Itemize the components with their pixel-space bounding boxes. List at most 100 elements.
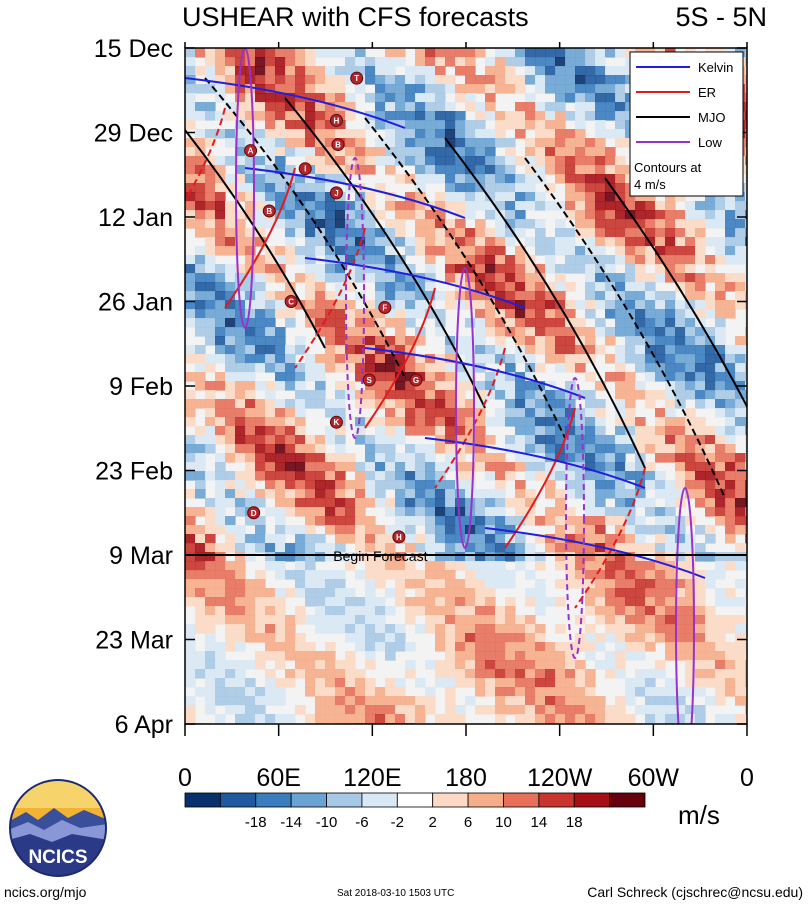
chart-subtitle: 5S - 5N bbox=[675, 2, 767, 32]
legend-label: ER bbox=[698, 85, 716, 100]
legend-label: Low bbox=[698, 135, 722, 150]
chart-title: USHEAR with CFS forecasts bbox=[182, 2, 529, 32]
legend-label: Kelvin bbox=[698, 60, 733, 75]
colorbar-label: -18 bbox=[245, 814, 267, 831]
wave-contours bbox=[185, 48, 747, 724]
y-tick-label: 9 Mar bbox=[109, 542, 173, 570]
storm-marker-label: B bbox=[335, 141, 341, 150]
storm-marker-icon bbox=[244, 144, 258, 158]
colorbar-label: -10 bbox=[316, 814, 338, 831]
storm-marker-icon bbox=[362, 373, 376, 387]
forecast-start-line: Begin Forecast bbox=[185, 548, 747, 564]
y-tick-label: 6 Apr bbox=[115, 711, 173, 739]
storm-marker-icon bbox=[284, 295, 298, 308]
shear-field bbox=[185, 48, 747, 724]
colorbar-swatch bbox=[573, 792, 611, 808]
legend: Kelvin ER MJO Low Contours at 4 m/s bbox=[629, 51, 744, 197]
storm-marker-label: G bbox=[413, 376, 419, 385]
y-tick-label: 9 Feb bbox=[109, 373, 173, 401]
storm-marker-icon bbox=[331, 138, 345, 152]
contour-line bbox=[244, 167, 466, 219]
storm-marker-label: C bbox=[288, 298, 294, 307]
legend-box bbox=[629, 51, 744, 197]
storm-markers: T H B A I J B C F S G K D H bbox=[244, 71, 423, 544]
contour-line bbox=[434, 347, 506, 489]
colorbar-swatch bbox=[255, 792, 292, 808]
storm-marker-label: J bbox=[334, 189, 338, 198]
colorbar-swatch bbox=[290, 792, 327, 808]
contour-line bbox=[224, 167, 296, 309]
colorbar: -18 -14 -10 -6 -2 2 6 10 14 18 bbox=[184, 792, 646, 831]
x-tick-label: 0 bbox=[178, 764, 192, 792]
storm-marker-icon bbox=[298, 162, 312, 176]
contour-line bbox=[185, 77, 406, 129]
storm-marker-label: H bbox=[396, 533, 402, 542]
contour-line bbox=[604, 177, 747, 409]
storm-marker-icon bbox=[409, 373, 423, 387]
colorbar-label: -6 bbox=[355, 814, 368, 831]
contour-line bbox=[504, 407, 576, 549]
colorbar-swatch bbox=[184, 792, 221, 808]
storm-marker-label: K bbox=[334, 418, 340, 427]
storm-marker-icon bbox=[329, 113, 343, 127]
y-axis: 15 Dec 29 Dec 12 Jan 26 Jan 9 Feb 23 Feb 9 Mar… bbox=[94, 35, 747, 739]
legend-note: Contours at bbox=[634, 160, 702, 175]
colorbar-label: 10 bbox=[495, 814, 512, 831]
storm-marker-label: D bbox=[251, 509, 257, 518]
storm-marker-icon bbox=[247, 506, 261, 520]
storm-marker-icon bbox=[329, 415, 343, 429]
legend-note: 4 m/s bbox=[634, 177, 666, 192]
low-contour bbox=[455, 267, 475, 549]
storm-marker-icon bbox=[329, 186, 343, 200]
y-tick-label: 26 Jan bbox=[98, 289, 173, 317]
colorbar-swatch bbox=[467, 792, 504, 808]
contour-line bbox=[284, 97, 486, 409]
low-contour bbox=[235, 48, 255, 329]
storm-marker-label: S bbox=[367, 376, 373, 385]
contour-line bbox=[185, 128, 326, 349]
legend-label: MJO bbox=[698, 110, 725, 125]
x-tick-label: 60E bbox=[256, 764, 300, 792]
site-link[interactable]: ncics.org/mjo bbox=[4, 884, 87, 900]
low-contour bbox=[675, 487, 695, 724]
colorbar-swatch bbox=[219, 792, 257, 808]
storm-marker-label: B bbox=[266, 207, 272, 216]
contour-line bbox=[364, 117, 566, 439]
x-tick-label: 0 bbox=[740, 764, 754, 792]
storm-marker-label: T bbox=[354, 74, 359, 83]
storm-marker-icon bbox=[262, 204, 276, 218]
x-tick-label: 120W bbox=[527, 764, 593, 792]
colorbar-label: -2 bbox=[391, 814, 404, 831]
colorbar-swatch bbox=[396, 792, 434, 808]
y-tick-label: 29 Dec bbox=[94, 120, 173, 148]
colorbar-swatch bbox=[432, 792, 469, 808]
low-contour bbox=[565, 377, 585, 659]
x-axis: 0 60E 120E 180 120W 60W 0 bbox=[178, 42, 754, 792]
contour-line bbox=[484, 527, 706, 579]
contour-line bbox=[364, 347, 586, 399]
forecast-label: Begin Forecast bbox=[333, 548, 427, 564]
contour-line bbox=[304, 257, 526, 309]
y-tick-label: 23 Mar bbox=[95, 627, 173, 655]
author-credit: Carl Schreck (cjschrec@ncsu.edu) bbox=[587, 884, 803, 900]
storm-marker-label: H bbox=[334, 116, 340, 125]
storm-marker-icon bbox=[350, 71, 364, 85]
colorbar-swatch bbox=[503, 792, 540, 808]
contour-line bbox=[204, 77, 406, 379]
storm-marker-label: A bbox=[248, 147, 254, 156]
colorbar-label: 6 bbox=[464, 814, 472, 831]
storm-marker-label: I bbox=[304, 165, 306, 174]
y-tick-label: 23 Feb bbox=[95, 458, 173, 486]
x-tick-label: 120E bbox=[343, 764, 401, 792]
colorbar-label: 14 bbox=[531, 814, 548, 831]
storm-marker-label: F bbox=[382, 304, 387, 313]
x-tick-label: 60W bbox=[628, 764, 680, 792]
contour-line bbox=[574, 467, 646, 609]
colorbar-swatch bbox=[361, 792, 398, 808]
storm-marker-icon bbox=[392, 530, 406, 544]
colorbar-label: 18 bbox=[566, 814, 583, 831]
colorbar-label: -14 bbox=[280, 814, 302, 831]
colorbar-unit: m/s bbox=[678, 800, 720, 830]
contour-line bbox=[524, 157, 726, 499]
